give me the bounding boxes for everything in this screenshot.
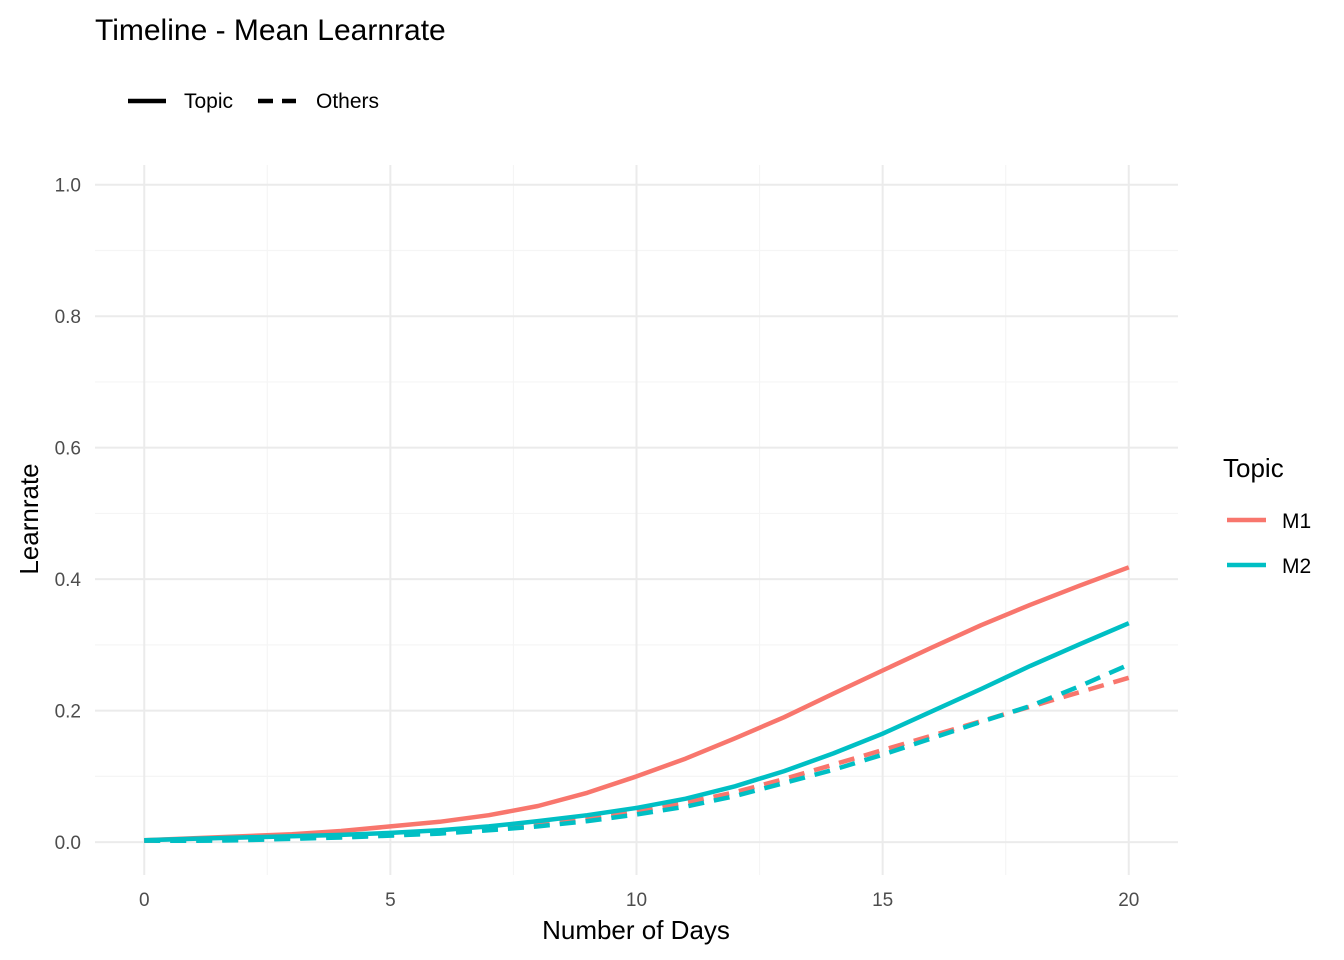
linetype-legend-label-solid: Topic [184,90,233,113]
series-line-m2-dashed [144,662,1130,844]
linetype-legend-label-dashed: Others [316,90,379,113]
color-legend-title: Topic [1223,453,1284,483]
y-tick-label: 0.6 [55,439,81,460]
y-tick-label: 0.2 [55,702,81,723]
color-legend: Topic M1 M2 [1223,453,1311,578]
chart-title: Timeline - Mean Learnrate [95,14,446,47]
linetype-legend: Topic Others [128,90,379,113]
x-tick-label: 15 [872,890,893,911]
series-line-m2-solid [144,621,1130,843]
series-lines [144,565,1130,844]
x-tick-label: 10 [626,890,647,911]
series-line-m1-solid [144,565,1130,843]
color-legend-label-m1: M1 [1282,510,1311,533]
x-tick-label: 0 [139,890,150,911]
x-tick-label: 20 [1118,890,1139,911]
y-tick-label: 0.4 [55,570,82,591]
y-tick-label: 0.8 [55,307,81,328]
y-tick-label: 0.0 [55,833,81,854]
color-legend-label-m2: M2 [1282,555,1311,578]
x-tick-label: 5 [385,890,396,911]
y-tick-label: 1.0 [55,176,81,197]
y-axis-ticks: 0.0 0.2 0.4 0.6 0.8 1.0 [55,176,82,854]
y-axis-title: Learnrate [14,463,44,574]
x-axis-ticks: 0 5 10 15 20 [139,890,1139,911]
x-axis-title: Number of Days [542,915,730,945]
grid [95,165,1178,875]
